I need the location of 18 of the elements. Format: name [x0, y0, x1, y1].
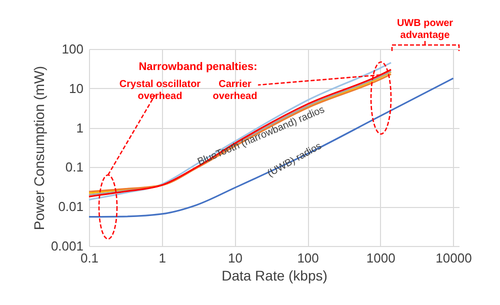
- annotation: Crystal oscillator overhead: [119, 79, 201, 102]
- x-tick-label: 0.1: [80, 250, 99, 266]
- y-tick-label: 0.1: [65, 160, 84, 175]
- x-axis-title: Data Rate (kbps): [222, 268, 328, 284]
- y-axis-title: Power Consumption (mW): [30, 66, 47, 230]
- x-tick-label: 1000: [366, 250, 396, 266]
- y-tick-label: 0.01: [58, 199, 84, 214]
- x-tick-label: 100: [297, 250, 319, 266]
- y-tick-label: 0.001: [50, 238, 84, 254]
- x-tick-label: 1: [158, 250, 166, 266]
- x-tick-label: 10: [228, 250, 242, 266]
- annotation: Narrowband penalties:: [138, 61, 258, 73]
- y-tick-label: 1: [76, 120, 84, 136]
- y-tick-label: 10: [69, 80, 84, 96]
- x-tick-label: 10000: [436, 250, 472, 266]
- text: UWB power advantage: [396, 18, 454, 41]
- y-tick-label: 100: [62, 42, 84, 56]
- annotation: Carrier overhead: [212, 79, 258, 102]
